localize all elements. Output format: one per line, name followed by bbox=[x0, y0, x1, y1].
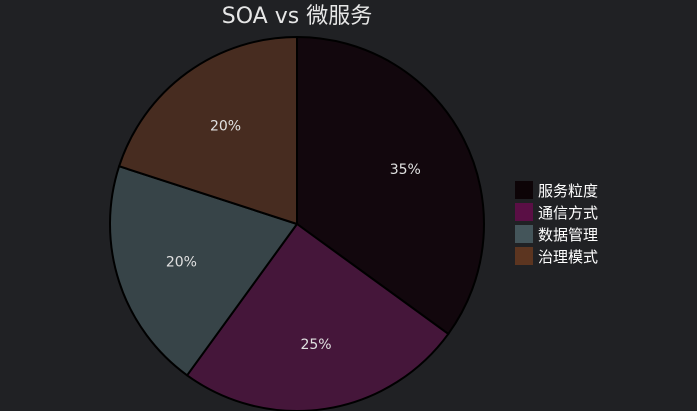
slice-label-3: 20% bbox=[166, 255, 197, 271]
slice-label-2: 25% bbox=[300, 337, 331, 353]
slice-label-1: 35% bbox=[390, 162, 421, 178]
pie-slice-4 bbox=[117, 35, 298, 226]
legend-label-3: 数据管理 bbox=[538, 226, 598, 244]
legend-label-2: 通信方式 bbox=[538, 204, 598, 222]
slice-label-4: 20% bbox=[210, 119, 241, 135]
legend-label-1: 服务粒度 bbox=[538, 182, 598, 200]
pie-slice-3 bbox=[109, 164, 299, 377]
legend-swatch-3 bbox=[515, 225, 533, 243]
chart-title: SOA vs 微服务 bbox=[222, 4, 372, 29]
pie-slice-2 bbox=[185, 222, 450, 411]
pie-slice-labels: 35% 25% 20% 20% bbox=[166, 119, 421, 353]
legend-swatch-4 bbox=[515, 247, 533, 265]
legend-label-4: 治理模式 bbox=[538, 248, 598, 266]
pie-slice-1 bbox=[296, 35, 485, 336]
pie-slices bbox=[109, 35, 485, 411]
legend-swatch-2 bbox=[515, 203, 533, 221]
legend-swatch-1 bbox=[515, 181, 533, 199]
